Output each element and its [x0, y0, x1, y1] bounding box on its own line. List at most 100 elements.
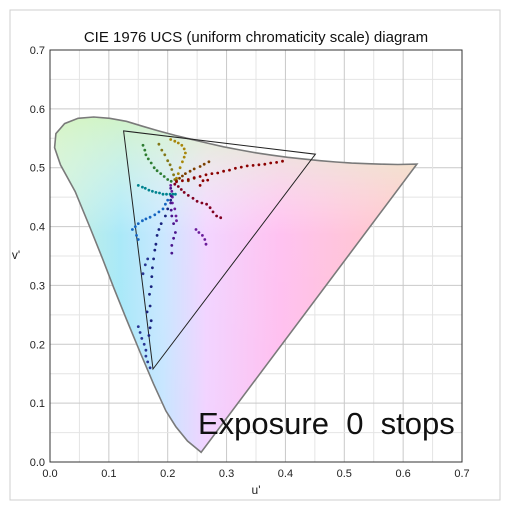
data-point — [149, 161, 153, 165]
data-point — [147, 188, 151, 192]
data-point — [202, 162, 206, 166]
data-point — [234, 166, 237, 170]
data-point — [147, 334, 151, 337]
data-point — [215, 214, 219, 218]
data-point — [195, 199, 199, 203]
data-series — [157, 142, 177, 181]
data-series — [136, 257, 152, 370]
y-tick-labels: 0.0 0.1 0.2 0.3 0.4 0.5 0.6 0.7 — [30, 45, 45, 469]
x-tick-label: 0.6 — [395, 468, 410, 480]
data-point — [245, 164, 249, 168]
data-points-layer — [131, 138, 284, 370]
data-point — [148, 215, 152, 219]
data-point — [169, 198, 173, 202]
data-point — [275, 161, 278, 164]
plot-border — [49, 49, 463, 463]
data-point — [171, 192, 175, 196]
data-point — [143, 263, 147, 267]
data-point — [176, 141, 180, 145]
data-point — [197, 231, 201, 234]
y-tick-label: 0.5 — [30, 163, 45, 175]
data-point — [206, 178, 210, 182]
data-point — [144, 153, 148, 157]
data-point — [166, 198, 170, 202]
data-point — [164, 214, 167, 218]
spectral-locus-shading — [54, 117, 417, 453]
data-point — [170, 251, 174, 255]
data-point — [172, 236, 176, 240]
spectral-locus-outline — [53, 116, 419, 454]
data-series — [175, 159, 284, 187]
data-point — [251, 164, 255, 167]
data-point — [144, 217, 148, 221]
data-point — [142, 342, 146, 346]
data-point — [151, 189, 154, 193]
data-point — [170, 168, 174, 171]
data-point — [188, 169, 192, 173]
data-point — [141, 272, 145, 276]
data-point — [174, 192, 177, 196]
data-point — [169, 194, 173, 198]
data-point — [176, 172, 180, 176]
data-point — [198, 175, 202, 178]
data-point — [163, 153, 167, 157]
y-tick-label: 0.1 — [30, 398, 45, 410]
data-point — [166, 207, 170, 211]
data-point — [136, 222, 140, 226]
data-point — [146, 157, 150, 161]
data-point — [155, 169, 159, 173]
data-point — [145, 310, 149, 314]
data-series — [169, 138, 187, 180]
data-point — [175, 176, 178, 180]
data-point — [182, 147, 186, 151]
data-point — [174, 214, 178, 218]
data-point — [143, 148, 147, 152]
data-point — [192, 167, 196, 171]
data-point — [201, 179, 205, 183]
data-point — [173, 139, 177, 143]
data-point — [141, 219, 144, 223]
data-point — [159, 172, 163, 176]
data-point — [172, 222, 176, 226]
data-point — [198, 184, 202, 187]
data-point — [148, 326, 152, 330]
y-tick-label: 0.4 — [30, 222, 45, 234]
data-point — [184, 172, 187, 176]
data-point — [169, 179, 173, 183]
y-tick-label: 0.6 — [30, 104, 45, 116]
data-point — [182, 191, 186, 194]
x-tick-label: 0.7 — [454, 468, 469, 480]
gamut-triangle-layer — [123, 130, 317, 371]
data-point — [157, 210, 161, 214]
data-point — [173, 182, 177, 186]
data-point — [136, 184, 140, 187]
exposure-annotation: Exposure 0 stops — [198, 406, 455, 441]
data-point — [165, 192, 168, 196]
data-point — [133, 225, 137, 229]
data-point — [181, 160, 184, 164]
data-point — [146, 360, 150, 364]
data-point — [211, 210, 215, 214]
gamut-triangle — [123, 130, 317, 371]
data-point — [181, 174, 184, 178]
chart-title: CIE 1976 UCS (uniform chromaticity scale… — [84, 29, 428, 46]
data-point — [158, 191, 161, 195]
spectral-locus-layer — [53, 116, 419, 454]
data-point — [228, 168, 231, 172]
data-point — [166, 178, 170, 181]
data-point — [169, 186, 173, 190]
data-point — [149, 285, 153, 288]
data-point — [152, 257, 156, 261]
x-tick-labels: 0.0 0.1 0.2 0.3 0.4 0.5 0.6 0.7 — [42, 468, 469, 480]
data-point — [169, 184, 173, 187]
data-point — [136, 325, 140, 328]
data-point — [144, 354, 148, 358]
data-point — [131, 228, 134, 231]
data-point — [175, 180, 178, 184]
y-tick-label: 0.2 — [30, 339, 45, 351]
x-tick-label: 0.1 — [101, 468, 116, 480]
data-point — [160, 148, 164, 152]
x-tick-label: 0.5 — [337, 468, 352, 480]
data-point — [222, 169, 226, 173]
